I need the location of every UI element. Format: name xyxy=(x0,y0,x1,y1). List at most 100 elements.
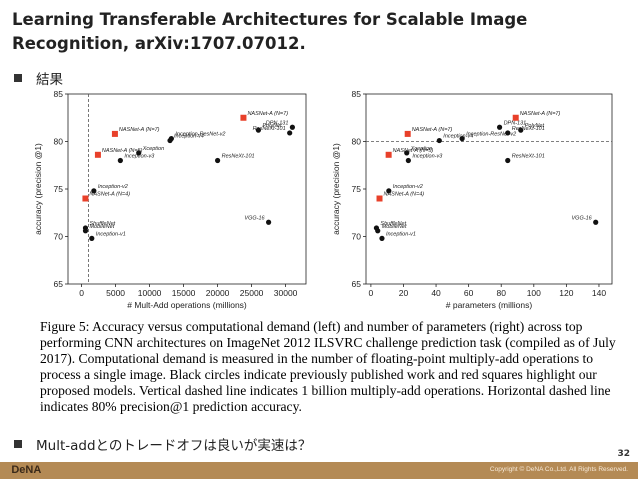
chart2-x-tick-label: 80 xyxy=(496,288,506,298)
chart2-published-point xyxy=(505,157,511,164)
chart-params-svg: 0 20 40 60 80 100 120 140 65 70 75 80 85 # parameters… xyxy=(331,89,613,310)
bullet-tradeoff-text: Mult-addとのトレードオフは良いが実速は？ xyxy=(36,438,312,454)
chart2-point-label: Xception xyxy=(410,146,432,152)
chart1-x-axis-label: # Mult-Add operations (millions) xyxy=(127,300,247,310)
chart1-point-label: NASNet-A (N=5) xyxy=(102,148,143,154)
bullet-results: 結果 xyxy=(14,68,63,88)
chart2-point-label: Inception-ResNet-v2 xyxy=(466,132,516,138)
chart1-y-axis-label: accuracy (precision @1) xyxy=(33,143,43,235)
chart1-published-point xyxy=(91,188,97,194)
chart1-published-point xyxy=(287,130,293,136)
copyright-text: Copyright © DeNA Co.,Ltd. All Rights Res… xyxy=(489,466,628,473)
chart1-point-label: VGG-16 xyxy=(244,215,265,221)
chart1-x-tick-label: 30000 xyxy=(274,288,298,298)
chart1-published-point xyxy=(89,235,95,241)
chart2-published-point xyxy=(405,157,411,164)
chart1-proposed-point xyxy=(82,195,89,202)
chart1-published-point xyxy=(117,157,123,164)
chart1-point-label: Inception-v4 xyxy=(174,134,204,140)
chart2-point-label: ResNeXt-101 xyxy=(512,126,545,132)
chart2-point-label: Inception-v3 xyxy=(412,154,443,160)
chart2-published-point xyxy=(386,188,392,194)
chart2-published-point xyxy=(593,219,599,225)
chart1-x-tick-label: 10000 xyxy=(138,288,162,298)
chart2-point-label: Inception-v4 xyxy=(443,134,473,140)
figure-caption: Figure 5: Accuracy versus computational … xyxy=(40,319,616,414)
chart1-point-label: Inception-v1 xyxy=(96,231,126,237)
chart1-published-point xyxy=(82,228,89,234)
chart1-point-label: DPN-131 xyxy=(266,120,289,126)
chart2-y-tick-label: 85 xyxy=(352,89,362,99)
chart1-point-label: Xception xyxy=(142,146,164,152)
chart1-x-tick-label: 20000 xyxy=(206,288,230,298)
chart2-y-tick-label: 75 xyxy=(352,184,362,194)
chart1-point-label: Inception-ResNet-v2 xyxy=(175,132,225,138)
chart1-y-tick-label: 75 xyxy=(54,184,64,194)
chart2-published-point xyxy=(518,127,524,133)
chart1-published-point xyxy=(136,150,142,156)
chart2-published-point xyxy=(496,124,503,130)
chart2-x-tick-label: 60 xyxy=(464,288,474,298)
chart1-x-tick-label: 15000 xyxy=(172,288,196,298)
bullet-square-icon xyxy=(14,440,22,448)
chart-params-vs-accuracy: 0 20 40 60 80 100 120 140 65 70 75 80 85 # parameters… xyxy=(330,88,620,310)
chart2-point-label: NASNet-A (N=5) xyxy=(393,148,434,154)
chart-multadd-svg: 0 5000 10000 15000 20000 25000 30000 65 70 75 80 85… xyxy=(33,89,307,310)
logo-dot: :: xyxy=(4,464,12,476)
chart1-y-tick-label: 80 xyxy=(54,137,64,147)
footer-bar xyxy=(0,462,638,479)
chart1-y-tick-label: 65 xyxy=(54,279,64,289)
bullet-tradeoff: Mult-addとのトレードオフは良いが実速は？ xyxy=(14,434,311,454)
chart2-proposed-point xyxy=(512,114,519,121)
chart2-point-label: MobileNet xyxy=(382,224,407,230)
chart1-point-label: MobileNet xyxy=(89,224,114,230)
chart2-point-label: NASNet-A (N=7) xyxy=(520,111,561,117)
chart2-point-label: Inception-v1 xyxy=(386,231,416,237)
chart1-x-tick-label: 0 xyxy=(79,288,84,298)
chart2-point-label: NASNet-A (N=4) xyxy=(384,192,425,198)
dena-logo: ::DeNA xyxy=(4,464,41,476)
chart2-point-label: PolyNet xyxy=(525,123,545,129)
chart1-point-label: NASNet-A (N=7) xyxy=(247,111,288,117)
chart1-point-label: NASNet-A (N=4) xyxy=(89,192,130,198)
chart2-y-tick-label: 80 xyxy=(352,137,362,147)
chart2-y-axis-label: accuracy (precision @1) xyxy=(331,143,341,235)
chart1-y-tick-label: 70 xyxy=(54,232,64,242)
chart2-y-tick-label: 70 xyxy=(352,232,362,242)
bullet-square-icon xyxy=(14,74,22,82)
chart2-published-point xyxy=(375,228,381,234)
chart1-x-tick-label: 25000 xyxy=(240,288,264,298)
chart1-y-tick-label: 85 xyxy=(54,89,64,99)
chart2-published-point xyxy=(404,150,410,156)
page-number: 32 xyxy=(617,449,630,459)
chart2-published-point xyxy=(505,130,511,136)
chart2-x-tick-label: 140 xyxy=(592,288,606,298)
chart2-y-tick-label: 65 xyxy=(352,279,362,289)
chart1-point-label: PolyNet xyxy=(262,123,282,129)
chart2-x-tick-label: 40 xyxy=(431,288,441,298)
chart2-x-tick-label: 20 xyxy=(399,288,409,298)
chart2-point-label: NASNet-A (N=7) xyxy=(412,127,453,133)
chart2-point-label: VGG-16 xyxy=(572,215,593,221)
chart1-point-label: Inception-v2 xyxy=(98,184,128,190)
logo-text: DeNA xyxy=(11,464,42,476)
chart2-proposed-point xyxy=(385,151,392,158)
chart1-x-tick-label: 5000 xyxy=(106,288,125,298)
chart1-published-point xyxy=(168,136,174,142)
chart2-point-label: ResNeXt-101 xyxy=(512,154,545,160)
chart2-point-label: Inception-v2 xyxy=(393,184,423,190)
chart1-point-label: Inception-v3 xyxy=(124,154,155,160)
chart2-x-tick-label: 120 xyxy=(559,288,573,298)
chart1-published-point xyxy=(289,124,295,130)
chart2-proposed-point xyxy=(404,130,411,137)
chart1-point-label: ResNeXt-101 xyxy=(253,126,286,132)
chart2-point-label: DPN-131 xyxy=(504,120,527,126)
chart1-point-label: ShuffleNet xyxy=(89,221,115,227)
chart-multadd-vs-accuracy: 0 5000 10000 15000 20000 25000 30000 65 70 75 80 85… xyxy=(32,88,314,310)
chart1-proposed-point xyxy=(111,130,118,137)
chart1-point-label: ResNeXt-101 xyxy=(222,154,255,160)
chart2-published-point xyxy=(379,235,385,241)
chart2-published-point xyxy=(459,136,465,142)
chart1-proposed-point xyxy=(94,151,101,158)
chart2-point-label: ShuffleNet xyxy=(380,221,406,227)
